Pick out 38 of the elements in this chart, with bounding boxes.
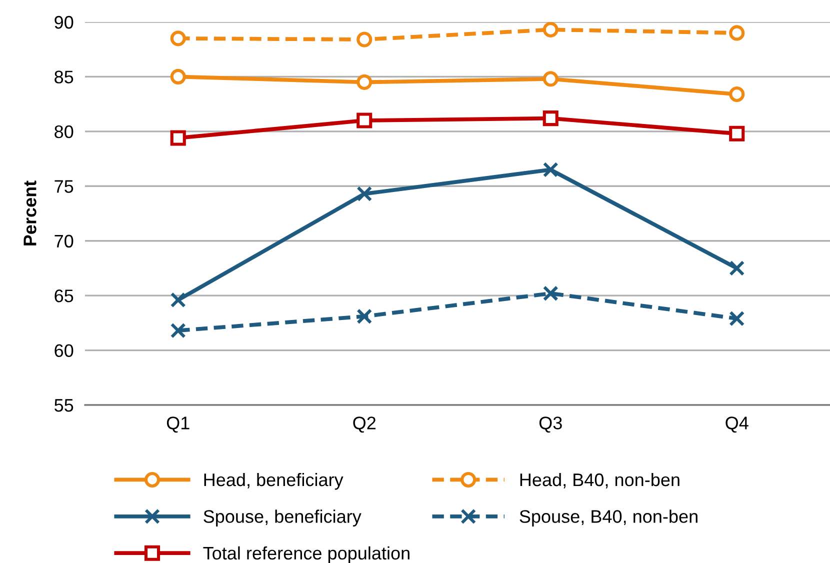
- y-tick-label: 60: [54, 344, 74, 358]
- x-tick-label: Q4: [726, 416, 748, 433]
- y-tick-label: 90: [54, 16, 74, 29]
- legend-label: Spouse, beneficiary: [204, 510, 362, 526]
- y-tick-label: 80: [54, 125, 74, 138]
- y-tick-label: 65: [54, 290, 74, 302]
- y-tick-label: 55: [54, 399, 74, 412]
- x-tick-label: Q2: [353, 416, 376, 433]
- y-tick-label: 70: [54, 234, 74, 248]
- legend-label: Head, beneficiary: [204, 472, 344, 490]
- y-tick-label: 75: [54, 180, 74, 193]
- point: [356, 112, 372, 128]
- point: [542, 110, 558, 126]
- point: [729, 86, 745, 102]
- legend-label: Spouse, B40, non-ben: [520, 510, 698, 526]
- point: [170, 68, 186, 84]
- legend-label: Head, B40, non-ben: [520, 472, 680, 488]
- point: [170, 292, 186, 308]
- point: [170, 30, 186, 46]
- point: [729, 310, 745, 326]
- point: [170, 322, 186, 338]
- point: [356, 186, 372, 202]
- point: [356, 32, 372, 48]
- point: [170, 130, 186, 146]
- y-tick-label: 85: [54, 70, 74, 84]
- point: [356, 74, 372, 90]
- point: [729, 126, 745, 142]
- point: [729, 25, 745, 41]
- point: [729, 260, 745, 276]
- x-tick-label: Q3: [539, 416, 562, 433]
- point: [542, 286, 558, 302]
- point: [542, 22, 558, 38]
- point: [542, 162, 558, 178]
- y-axis-title: Percent: [24, 180, 36, 246]
- point: [542, 71, 558, 87]
- legend-label: Total reference population: [203, 546, 410, 563]
- point: [356, 308, 372, 324]
- x-tick-label: Q1: [166, 416, 190, 433]
